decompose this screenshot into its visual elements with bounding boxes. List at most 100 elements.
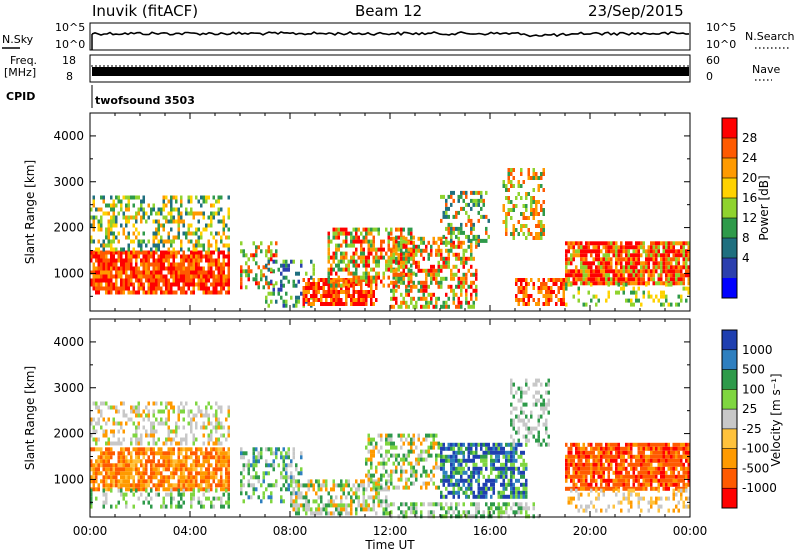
echo-cell	[153, 451, 156, 455]
echo-cell	[358, 483, 361, 487]
echo-cell	[508, 176, 511, 180]
echo-cell	[100, 259, 103, 263]
echo-cell	[323, 507, 326, 511]
echo-cell	[213, 251, 216, 255]
echo-cell	[293, 304, 296, 308]
echo-cell	[138, 232, 141, 236]
echo-cell	[488, 219, 491, 223]
echo-cell	[283, 467, 286, 471]
echo-cell	[98, 283, 101, 287]
echo-cell	[340, 479, 343, 483]
echo-cell	[443, 447, 446, 451]
echo-cell	[398, 478, 401, 482]
echo-cell	[205, 283, 208, 287]
echo-cell	[130, 275, 133, 279]
echo-cell	[413, 474, 416, 478]
echo-cell	[145, 212, 148, 216]
echo-cell	[500, 475, 503, 479]
echo-cell	[643, 281, 646, 285]
echo-cell	[138, 497, 141, 501]
echo-cell	[413, 241, 416, 245]
echo-cell	[135, 489, 138, 493]
echo-cell	[118, 463, 121, 467]
echo-cell	[205, 489, 208, 493]
echo-cell	[135, 267, 138, 271]
echo-cell	[608, 273, 611, 277]
echo-cell	[483, 459, 486, 463]
echo-cell	[510, 471, 513, 475]
echo-cell	[268, 495, 271, 499]
echo-cell	[630, 299, 633, 303]
echo-cell	[150, 287, 153, 291]
echo-cell	[475, 467, 478, 471]
echo-cell	[475, 235, 478, 239]
echo-cell	[330, 499, 333, 503]
echo-cell	[458, 211, 461, 215]
echo-cell	[540, 232, 543, 236]
echo-cell	[333, 479, 336, 483]
echo-cell	[125, 493, 128, 497]
echo-cell	[218, 438, 221, 442]
echo-cell	[503, 483, 506, 487]
echo-cell	[500, 447, 503, 451]
echo-cell	[328, 240, 331, 244]
echo-cell	[148, 475, 151, 479]
echo-cell	[670, 261, 673, 265]
echo-cell	[360, 248, 363, 252]
echo-cell	[95, 216, 98, 220]
echo-cell	[525, 192, 528, 196]
echo-cell	[280, 272, 283, 276]
echo-cell	[458, 467, 461, 471]
echo-cell	[448, 459, 451, 463]
echo-cell	[513, 204, 516, 208]
echo-cell	[240, 447, 243, 451]
echo-cell	[215, 287, 218, 291]
echo-cell	[443, 471, 446, 475]
echo-cell	[523, 495, 526, 499]
echo-cell	[228, 479, 231, 483]
echo-cell	[173, 255, 176, 259]
echo-cell	[385, 503, 388, 507]
echo-cell	[178, 451, 181, 455]
echo-cell	[123, 279, 126, 283]
echo-cell	[373, 450, 376, 454]
echo-cell	[108, 240, 111, 244]
echo-cell	[478, 491, 481, 495]
echo-cell	[125, 447, 128, 451]
echo-cell	[478, 506, 481, 510]
echo-cell	[300, 503, 303, 507]
echo-cell	[450, 249, 453, 253]
echo-cell	[603, 265, 606, 269]
echo-cell	[423, 249, 426, 253]
echo-cell	[665, 245, 668, 249]
echo-cell	[138, 426, 141, 430]
echo-cell	[203, 283, 206, 287]
nsearch-label: N.Search	[745, 30, 795, 43]
echo-cell	[600, 241, 603, 245]
echo-cell	[473, 257, 476, 261]
echo-cell	[515, 487, 518, 491]
echo-cell	[148, 483, 151, 487]
echo-cell	[435, 502, 438, 506]
echo-cell	[193, 451, 196, 455]
echo-cell	[265, 487, 268, 491]
echo-cell	[400, 281, 403, 285]
echo-cell	[313, 294, 316, 298]
echo-cell	[118, 251, 121, 255]
echo-cell	[165, 463, 168, 467]
echo-cell	[125, 220, 128, 224]
echo-cell	[450, 239, 453, 243]
echo-cell	[313, 286, 316, 290]
echo-cell	[545, 423, 548, 427]
echo-cell	[113, 248, 116, 252]
echo-cell	[473, 475, 476, 479]
echo-cell	[510, 387, 513, 391]
echo-cell	[165, 267, 168, 271]
echo-cell	[213, 475, 216, 479]
echo-cell	[530, 411, 533, 415]
echo-cell	[285, 455, 288, 459]
echo-cell	[280, 455, 283, 459]
echo-cell	[173, 487, 176, 491]
echo-cell	[408, 462, 411, 466]
echo-cell	[180, 402, 183, 406]
